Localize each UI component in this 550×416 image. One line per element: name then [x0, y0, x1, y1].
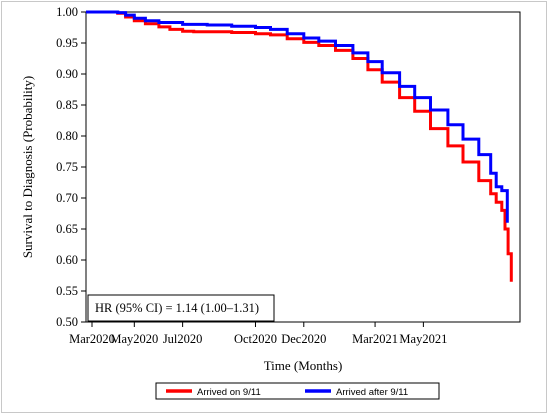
x-tick-label: Dec2020 — [281, 332, 326, 346]
y-tick-label: 0.90 — [56, 67, 78, 81]
legend-label-arrived-after-9-11: Arrived after 9/11 — [336, 387, 408, 398]
y-tick-label: 0.60 — [56, 253, 78, 267]
x-axis-label: Time (Months) — [264, 358, 343, 373]
y-tick-label: 0.85 — [56, 98, 78, 112]
legend-label-arrived-on-9-11: Arrived on 9/11 — [197, 387, 261, 398]
y-tick-label: 0.55 — [56, 284, 78, 298]
series-line-arrived-after-9-11 — [86, 10, 509, 223]
y-axis-label: Survival to Diagnosis (Probability) — [20, 76, 35, 258]
y-tick-label: 0.70 — [56, 191, 78, 205]
x-tick-label: May2021 — [399, 332, 447, 346]
series-line-arrived-on-9-11 — [86, 10, 513, 282]
plot-area — [85, 11, 521, 323]
y-tick-label: 0.80 — [56, 129, 78, 143]
y-tick-label: 0.65 — [56, 222, 78, 236]
x-tick-label: Jul2020 — [163, 332, 203, 346]
legend: Arrived on 9/11 Arrived after 9/11 — [155, 382, 440, 400]
y-tick-label: 0.50 — [56, 315, 78, 329]
hr-annotation-text: HR (95% CI) = 1.14 (1.00–1.31) — [95, 301, 259, 315]
x-tick-label: Oct2020 — [234, 332, 277, 346]
y-tick-label: 0.95 — [56, 36, 78, 50]
x-tick-label: Mar2021 — [352, 332, 398, 346]
legend-box — [155, 382, 440, 400]
y-tick-label: 0.75 — [56, 160, 78, 174]
x-tick-label: May2020 — [110, 332, 158, 346]
hr-annotation-box — [87, 294, 275, 322]
x-tick-label: Mar2020 — [69, 332, 115, 346]
y-tick-label: 1.00 — [56, 5, 78, 19]
